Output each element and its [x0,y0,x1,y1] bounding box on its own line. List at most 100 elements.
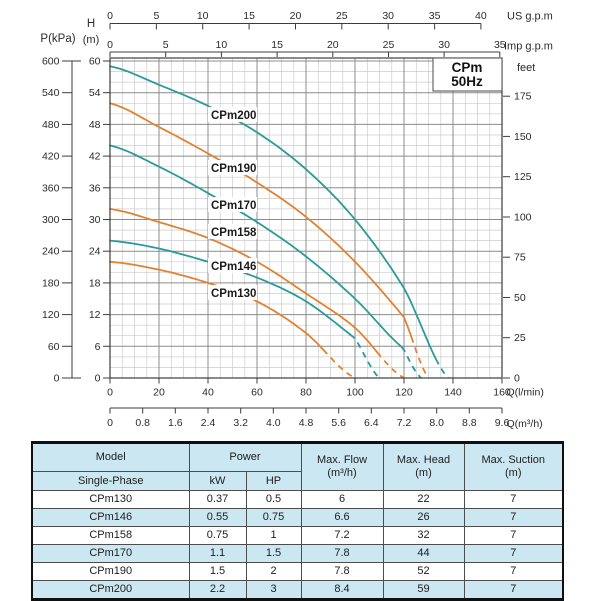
pump-spec-table: Model Power Max. Flow (m³/h) Max. Head (m)… [31,441,564,601]
svg-text:20: 20 [153,387,165,399]
axis-imp-gpm [109,51,501,57]
svg-text:50: 50 [514,292,526,304]
table-row: CPm146 0.55 0.75 6.6 26 7 [31,508,564,527]
svg-text:CPm: CPm [452,60,483,75]
svg-text:2.4: 2.4 [201,417,216,429]
svg-text:8.0: 8.0 [429,417,444,429]
svg-text:CPm146: CPm146 [211,261,256,273]
max-suction-unit: (m) [505,467,522,479]
svg-text:18: 18 [89,277,101,289]
svg-text:15: 15 [271,39,283,51]
svg-text:35: 35 [494,39,506,51]
svg-text:Imp g.p.m: Imp g.p.m [504,41,553,53]
svg-text:36: 36 [89,182,101,194]
svg-text:CPm170: CPm170 [211,200,256,212]
axis-feet [503,95,510,379]
svg-text:30: 30 [382,10,394,22]
cell-hp: 3 [245,580,302,600]
col-header-power: Power [188,442,302,472]
svg-text:6: 6 [95,341,101,353]
svg-text:0.8: 0.8 [135,417,150,429]
cell-max-head: 59 [382,580,465,600]
svg-text:CPm130: CPm130 [211,288,256,300]
svg-text:CPm190: CPm190 [211,163,256,175]
svg-text:0: 0 [514,373,520,385]
svg-text:25: 25 [383,39,395,51]
svg-text:5: 5 [163,39,169,51]
svg-text:CPm200: CPm200 [211,110,256,122]
cell-max-head: 26 [382,508,465,527]
cell-max-suction: 7 [463,526,564,545]
svg-text:H: H [87,18,95,30]
cell-max-suction: 7 [463,544,564,563]
axis-q-lmin [109,378,503,384]
cell-kw: 2.2 [188,580,247,600]
svg-text:20: 20 [290,10,302,22]
cell-model: CPm158 [31,526,190,545]
svg-text:175: 175 [514,91,532,103]
svg-text:54: 54 [89,87,101,99]
svg-text:US g.p.m: US g.p.m [507,11,553,23]
svg-text:6.4: 6.4 [364,417,379,429]
curve-label-CPm200: CPm200 [208,107,257,122]
cell-max-suction: 7 [463,562,564,581]
curve-CPm158-dashed [376,351,405,379]
curve-CPm190-dashed [410,336,430,379]
svg-text:4.8: 4.8 [299,417,314,429]
svg-text:P(kPa): P(kPa) [40,33,75,45]
max-flow-unit: (m³/h) [327,467,357,479]
cell-max-suction: 7 [463,508,564,527]
svg-text:50Hz: 50Hz [451,74,483,89]
svg-text:75: 75 [514,252,526,264]
axis-q-m3h [109,407,503,414]
svg-text:10: 10 [216,39,228,51]
table-row: CPm190 1.5 2 7.8 52 7 [31,562,564,581]
svg-text:100: 100 [514,212,532,224]
cell-max-flow: 7.8 [300,562,384,581]
axis-q-m3h-labels: 0 0.8 1.6 2.4 3.2 4.0 4.8 5.6 6.4 7.2 8.0 8.8 9.6Q(m… [107,417,543,430]
svg-text:0: 0 [95,373,101,385]
svg-text:1.6: 1.6 [168,417,183,429]
table-row: CPm158 0.75 1 7.2 32 7 [31,526,564,545]
table-row: CPm130 0.37 0.5 6 22 7 [31,490,564,509]
svg-text:480: 480 [42,119,60,131]
svg-text:40: 40 [202,387,214,399]
svg-text:15: 15 [243,10,255,22]
axis-pressure [62,60,81,379]
svg-text:3.2: 3.2 [233,417,248,429]
cell-max-head: 32 [382,526,465,545]
svg-text:48: 48 [89,119,101,131]
cell-max-flow: 7.2 [300,526,384,545]
cell-max-flow: 7.8 [300,544,384,563]
cell-kw: 0.75 [188,526,247,545]
grid-major [110,58,502,378]
svg-text:40: 40 [475,10,487,22]
svg-text:160: 160 [493,387,511,399]
svg-text:0: 0 [54,373,60,385]
cell-kw: 0.55 [188,508,247,527]
col-header-model: Model [31,442,190,472]
curve-CPm170-dashed [400,346,422,379]
cell-kw: 1.1 [188,544,247,563]
cell-hp: 2 [245,562,302,581]
svg-text:30: 30 [438,39,450,51]
cell-hp: 0.5 [245,490,302,509]
curve-CPm200 [109,65,437,360]
max-head-label: Max. Head [396,454,451,467]
cell-model: CPm190 [31,562,190,581]
cell-max-head: 52 [382,562,465,581]
axis-us-gpm [109,23,482,30]
svg-text:0: 0 [107,417,113,429]
svg-text:35: 35 [429,10,441,22]
cell-model: CPm170 [31,544,190,563]
cell-max-flow: 8.4 [300,580,384,600]
svg-text:600: 600 [42,56,60,68]
svg-text:7.2: 7.2 [397,417,412,429]
cell-max-flow: 6.6 [300,508,384,527]
svg-text:42: 42 [89,151,101,163]
col-header-hp: HP [245,471,302,491]
svg-text:9.6: 9.6 [495,417,510,429]
svg-text:Q(m³/h): Q(m³/h) [507,418,543,430]
svg-text:Q(l/min): Q(l/min) [507,387,544,399]
